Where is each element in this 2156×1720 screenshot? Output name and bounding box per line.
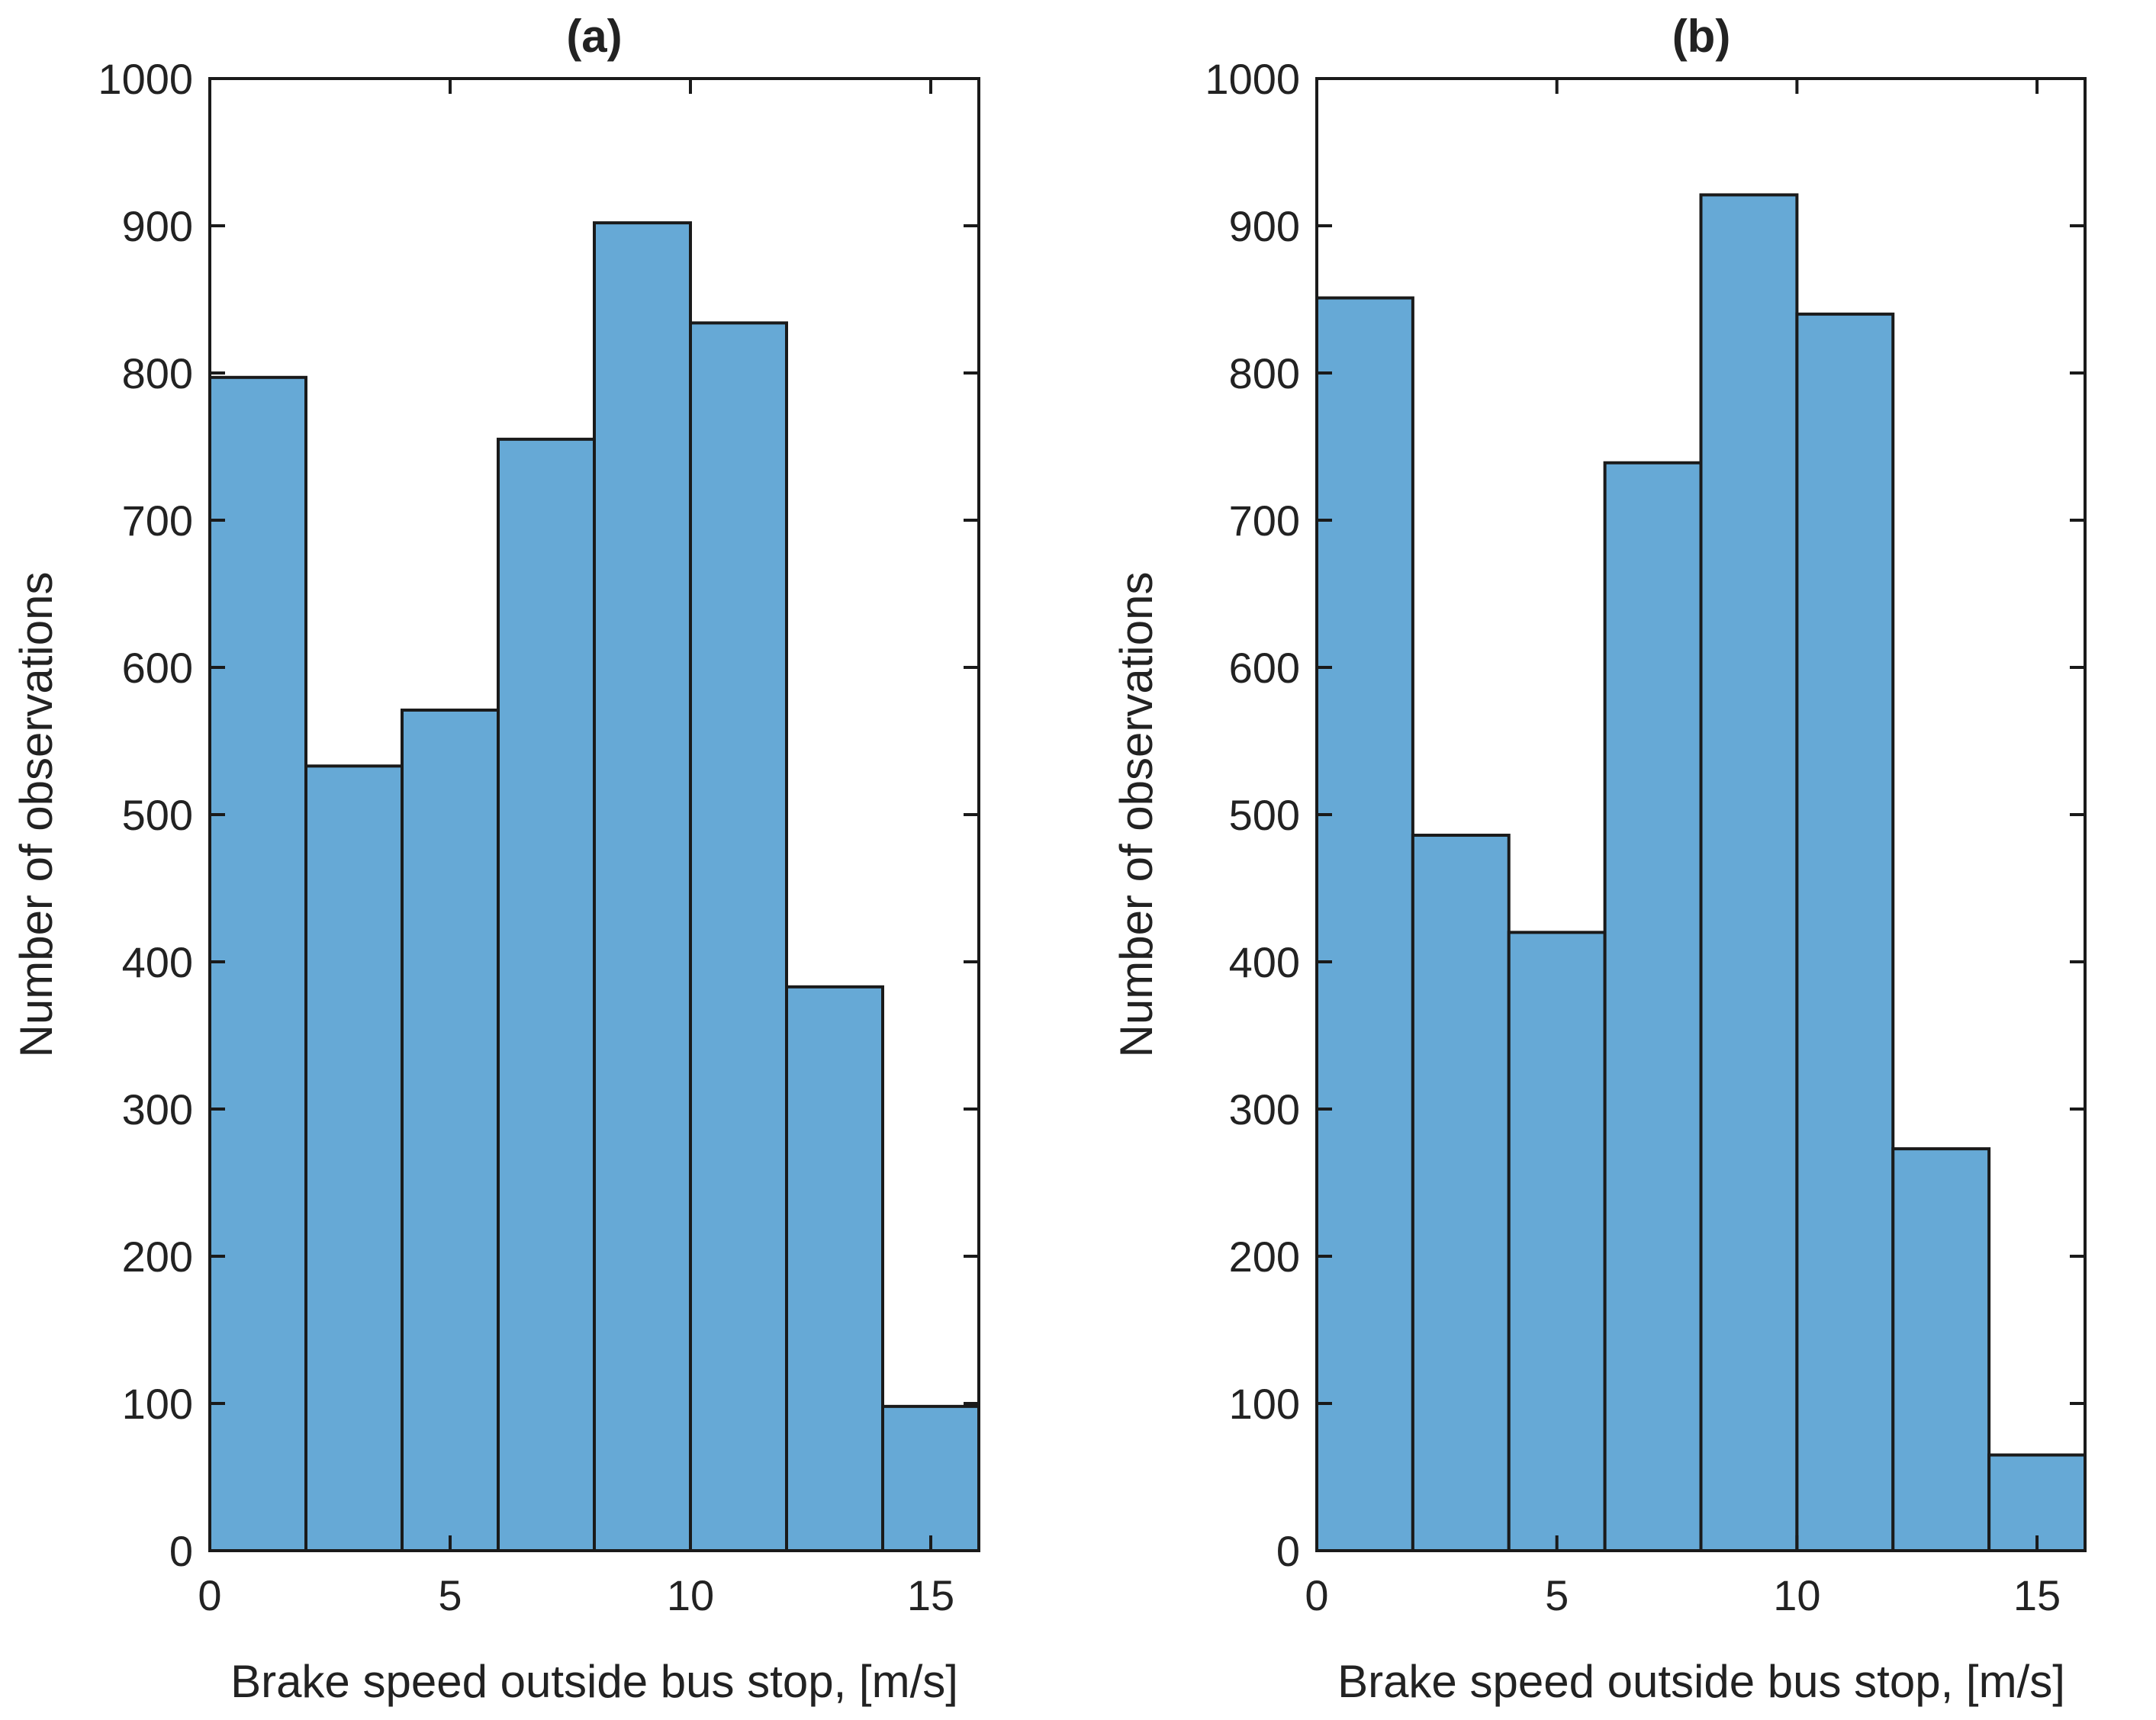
chart-title-b: (b)	[1672, 11, 1731, 62]
y-tick-label-b-8: 800	[1229, 349, 1300, 397]
y-tick-label-a-6: 600	[122, 644, 193, 692]
x-tick-label-a-3: 15	[907, 1571, 954, 1619]
bar-a-3	[497, 437, 596, 1552]
y-tick-label-a-8: 800	[122, 349, 193, 397]
bar-a-5	[689, 321, 788, 1552]
bar-a-6	[785, 985, 884, 1553]
chart-a: 0 100 200 300 400 500 600 700 800 900 1000 0 5 10 15 (…	[11, 11, 980, 1707]
y-tick-label-b-5: 500	[1229, 791, 1300, 839]
x-axis-label-b: Brake speed outside bus stop, [m/s]	[1337, 1656, 2065, 1707]
y-tick-label-b-9: 900	[1229, 202, 1300, 250]
y-tick-label-a-5: 500	[122, 791, 193, 839]
y-tick-label-a-9: 900	[122, 202, 193, 250]
y-tick-label-a-7: 700	[122, 497, 193, 545]
y-tick-label-b-2: 200	[1229, 1233, 1300, 1281]
y-tick-label-a-4: 400	[122, 938, 193, 986]
bar-a-0	[208, 375, 307, 1552]
bar-b-2	[1507, 931, 1607, 1552]
y-tick-label-b-4: 400	[1229, 938, 1300, 986]
y-tick-label-a-10: 1000	[98, 55, 193, 103]
y-tick-label-a-2: 200	[122, 1233, 193, 1281]
chart-b: 0 100 200 300 400 500 600 700 800 900 1000 0 5 10 15 (…	[1111, 11, 2087, 1707]
x-tick-label-a-0: 0	[198, 1571, 221, 1619]
x-tick-label-b-3: 15	[2013, 1571, 2061, 1619]
y-tick-label-b-3: 300	[1229, 1085, 1300, 1133]
bars-b	[1315, 193, 2087, 1553]
y-tick-label-b-7: 700	[1229, 497, 1300, 545]
y-tick-label-b-1: 100	[1229, 1380, 1300, 1428]
bar-b-4	[1699, 193, 1799, 1553]
x-tick-label-a-1: 5	[438, 1571, 462, 1619]
bars-a	[208, 221, 980, 1553]
bar-b-3	[1603, 461, 1703, 1552]
y-axis-label-b: Number of observations	[1111, 572, 1162, 1058]
y-tick-label-b-10: 1000	[1205, 55, 1300, 103]
y-tick-label-b-0: 0	[1276, 1527, 1300, 1575]
y-tick-label-a-3: 300	[122, 1085, 193, 1133]
bar-a-4	[593, 221, 692, 1552]
bar-b-5	[1795, 312, 1895, 1552]
bar-b-1	[1411, 834, 1511, 1552]
chart-title-a: (a)	[566, 11, 622, 62]
bar-a-2	[401, 708, 500, 1552]
y-axis-label-a: Number of observations	[11, 572, 62, 1058]
x-tick-label-b-2: 10	[1773, 1571, 1820, 1619]
x-tick-label-b-0: 0	[1305, 1571, 1328, 1619]
bar-a-1	[304, 764, 404, 1552]
bar-b-0	[1315, 296, 1414, 1553]
bar-a-7	[881, 1404, 980, 1552]
y-tick-label-a-0: 0	[169, 1527, 193, 1575]
x-tick-label-a-2: 10	[667, 1571, 714, 1619]
ticks-a: 0 100 200 300 400 500 600 700 800 900 1000 0 5 10 15	[98, 55, 979, 1619]
x-axis-label-a: Brake speed outside bus stop, [m/s]	[230, 1656, 958, 1707]
bar-b-7	[1987, 1453, 2087, 1553]
x-tick-label-b-1: 5	[1545, 1571, 1569, 1619]
bar-b-6	[1891, 1147, 1991, 1552]
y-tick-label-a-1: 100	[122, 1380, 193, 1428]
ticks-b: 0 100 200 300 400 500 600 700 800 900 1000 0 5 10 15	[1205, 55, 2085, 1619]
y-tick-label-b-6: 600	[1229, 644, 1300, 692]
